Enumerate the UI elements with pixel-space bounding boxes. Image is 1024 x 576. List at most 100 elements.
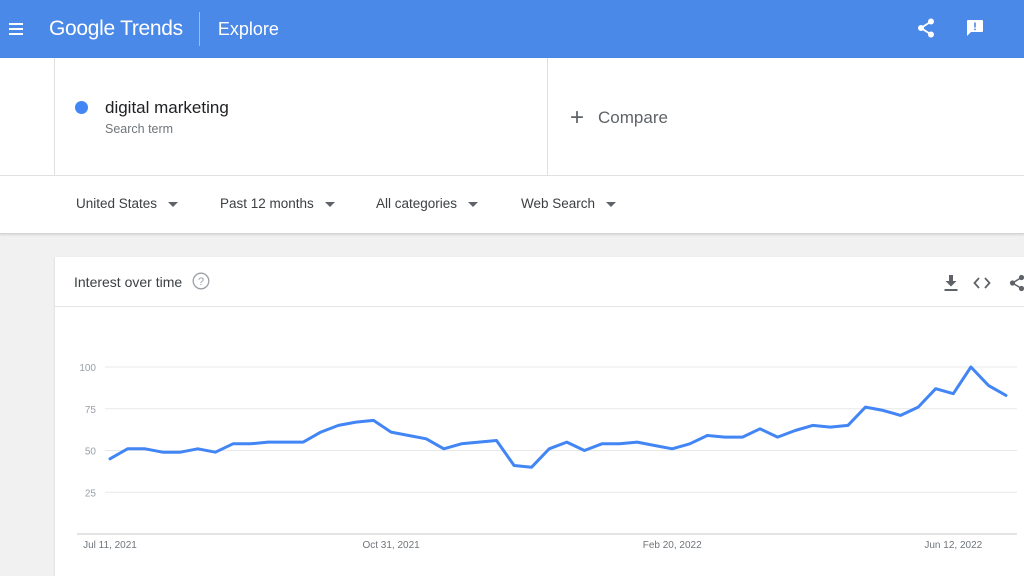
data-point[interactable] <box>458 441 464 447</box>
data-point[interactable] <box>898 412 904 418</box>
compare-button[interactable]: + Compare <box>570 106 668 130</box>
data-point[interactable] <box>494 437 500 443</box>
caret-down-icon <box>606 201 617 207</box>
filter-bar: United States Past 12 months All categor… <box>0 176 1024 234</box>
data-point[interactable] <box>388 429 394 435</box>
data-point[interactable] <box>775 434 781 440</box>
search-term[interactable]: digital marketing <box>105 98 229 117</box>
plus-icon: + <box>570 104 585 131</box>
data-point[interactable] <box>564 439 570 445</box>
share-icon <box>918 18 934 38</box>
card-share-button[interactable] <box>1007 273 1024 293</box>
menu-button[interactable] <box>0 0 32 58</box>
data-point[interactable] <box>230 441 236 447</box>
data-point[interactable] <box>845 422 851 428</box>
time-range-label: Past 12 months <box>220 196 314 211</box>
y-tick-label: 75 <box>85 405 97 416</box>
data-point[interactable] <box>476 439 482 445</box>
interest-line-chart: 25 50 75 100 Jul 11, 2021 Oct 31, 2021 Feb 20,… <box>77 363 1017 551</box>
svg-text:?: ? <box>198 276 204 288</box>
x-tick-label: Jul 11, 2021 <box>83 540 137 551</box>
compare-label: Compare <box>598 108 668 127</box>
data-point[interactable] <box>634 439 640 445</box>
data-point[interactable] <box>652 442 658 448</box>
header-feedback-button[interactable] <box>965 18 985 38</box>
data-point[interactable] <box>371 417 377 423</box>
data-point[interactable] <box>318 429 324 435</box>
embed-icon <box>973 277 991 289</box>
caret-down-icon <box>468 201 479 207</box>
data-point[interactable] <box>669 446 675 452</box>
app-bar: Google Trends Explore <box>0 0 1024 58</box>
search-term-type: Search term <box>105 122 174 136</box>
search-term-card[interactable]: digital marketing Search term <box>54 58 548 176</box>
x-tick-label: Jun 12, 2022 <box>924 540 982 551</box>
time-range-dropdown[interactable]: Past 12 months <box>220 196 335 211</box>
data-point[interactable] <box>792 427 798 433</box>
data-point[interactable] <box>195 446 201 452</box>
data-point[interactable] <box>353 419 359 425</box>
data-point[interactable] <box>423 436 429 442</box>
data-point[interactable] <box>985 382 991 388</box>
interest-over-time-card: Interest over time ? <box>55 257 1024 576</box>
x-tick-label: Feb 20, 2022 <box>643 540 702 551</box>
menu-icon <box>9 23 23 35</box>
search-type-label: Web Search <box>521 196 596 211</box>
data-point[interactable] <box>283 439 289 445</box>
help-icon[interactable]: ? <box>192 272 210 290</box>
data-point[interactable] <box>441 446 447 452</box>
data-point[interactable] <box>142 446 148 452</box>
data-point[interactable] <box>757 426 763 432</box>
search-panel: digital marketing Search term + Compare … <box>0 58 1024 234</box>
data-point[interactable] <box>880 407 886 413</box>
data-point[interactable] <box>1003 392 1009 398</box>
term-color-dot <box>75 101 88 114</box>
data-point[interactable] <box>177 449 183 455</box>
download-button[interactable] <box>941 273 961 293</box>
data-point[interactable] <box>511 463 517 469</box>
y-tick-label: 50 <box>85 447 97 458</box>
data-point[interactable] <box>704 432 710 438</box>
data-point[interactable] <box>810 422 816 428</box>
y-tick-label: 100 <box>79 363 96 374</box>
embed-button[interactable] <box>972 273 992 293</box>
data-point[interactable] <box>739 434 745 440</box>
data-point[interactable] <box>107 456 113 462</box>
data-point[interactable] <box>265 439 271 445</box>
data-point[interactable] <box>968 364 974 370</box>
data-point[interactable] <box>950 391 956 397</box>
data-point[interactable] <box>248 441 254 447</box>
download-icon <box>944 275 958 291</box>
data-point[interactable] <box>335 422 341 428</box>
x-tick-label: Oct 31, 2021 <box>362 540 420 551</box>
data-point[interactable] <box>406 432 412 438</box>
data-point[interactable] <box>529 464 535 470</box>
data-point[interactable] <box>933 386 939 392</box>
data-point[interactable] <box>616 441 622 447</box>
data-point[interactable] <box>212 449 218 455</box>
card-divider <box>55 306 1024 307</box>
filter-divider <box>0 175 1024 176</box>
data-point[interactable] <box>581 448 587 454</box>
data-point[interactable] <box>722 434 728 440</box>
data-point[interactable] <box>827 424 833 430</box>
search-type-dropdown[interactable]: Web Search <box>521 196 617 211</box>
google-trends-logo[interactable]: Google Trends <box>49 17 183 40</box>
caret-down-icon <box>324 201 335 207</box>
data-point[interactable] <box>300 439 306 445</box>
share-icon <box>1009 274 1024 292</box>
data-point[interactable] <box>915 404 921 410</box>
header-share-button[interactable] <box>916 18 936 38</box>
data-point[interactable] <box>687 441 693 447</box>
data-point[interactable] <box>546 446 552 452</box>
category-dropdown[interactable]: All categories <box>376 196 479 211</box>
data-point[interactable] <box>125 446 131 452</box>
region-label: United States <box>76 196 158 211</box>
feedback-icon <box>967 20 983 36</box>
header-divider <box>198 12 200 46</box>
series-line-digital-marketing[interactable] <box>108 365 1008 469</box>
region-dropdown[interactable]: United States <box>76 196 179 211</box>
data-point[interactable] <box>160 449 166 455</box>
data-point[interactable] <box>599 441 605 447</box>
data-point[interactable] <box>862 404 868 410</box>
